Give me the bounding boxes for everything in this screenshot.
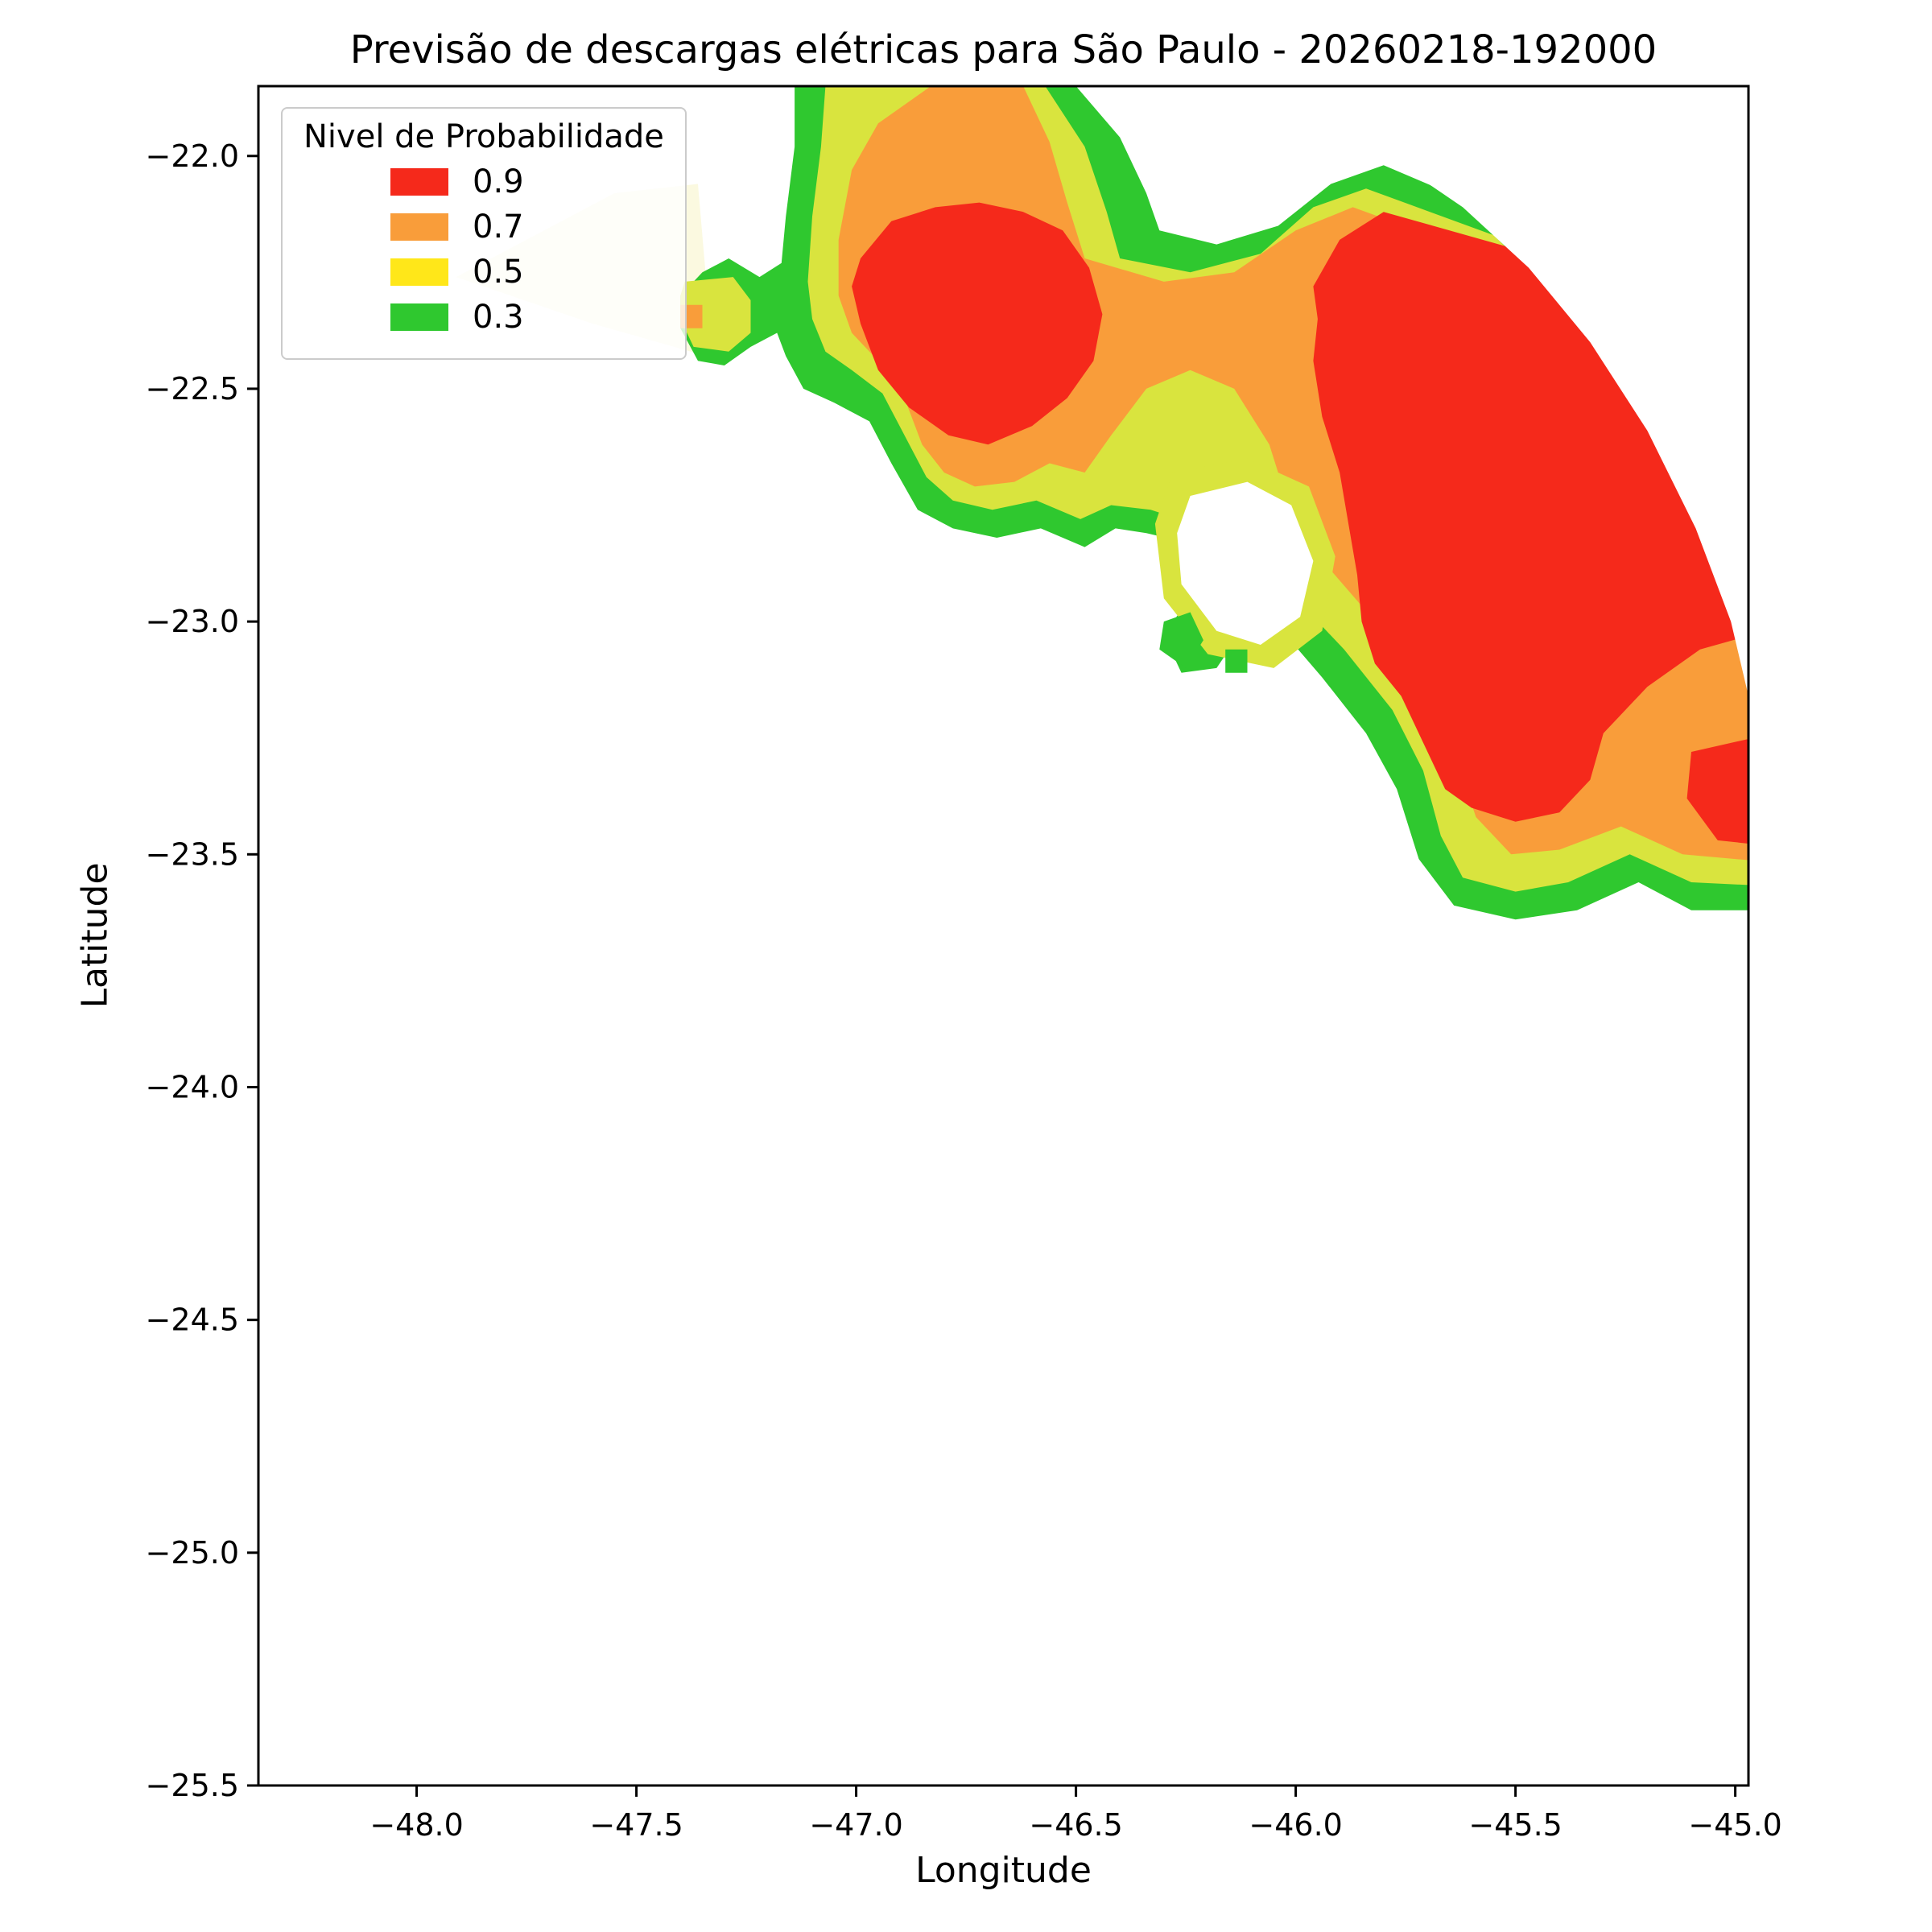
y-tick-label: −24.0 [146,1069,239,1104]
legend-entry-0.5: 0.5 [390,254,664,291]
x-tick-label: −46.5 [1029,1807,1122,1843]
legend-entry-0.9: 0.9 [390,163,664,200]
x-tick-label: −46.0 [1249,1807,1342,1843]
y-tick-label: −22.5 [146,371,239,407]
legend-swatch [390,303,448,331]
x-tick-label: −48.0 [369,1807,463,1843]
y-tick-label: −25.5 [146,1768,239,1803]
y-tick-label: −24.5 [146,1302,239,1338]
legend-title: Nivel de Probabilidade [303,118,664,155]
region-coverage-arc-mask [1387,86,1748,696]
region-yellow-west-blob-0.5 [680,277,751,352]
region-red-southeast-edge-0.9 [1686,738,1748,844]
y-tick-label: −22.0 [146,138,239,174]
legend-swatch [390,213,448,241]
x-tick-label: −47.5 [589,1807,683,1843]
chart-title: Previsão de descargas elétricas para São… [349,27,1657,72]
region-red-west-core-0.9 [852,202,1103,445]
legend: Nivel de Probabilidade 0.9 0.7 0.5 0.3 [281,107,687,360]
y-tick-label: −25.0 [146,1535,239,1571]
region-green-speck-south-of-hole [1225,649,1248,673]
region-green-accent-sw-of-hole [1159,612,1203,668]
legend-label: 0.7 [473,208,524,246]
legend-entry-0.3: 0.3 [390,299,664,336]
x-tick-label: −47.0 [809,1807,902,1843]
legend-entry-0.7: 0.7 [390,208,664,246]
plot-frame [257,85,1750,1787]
legend-swatch [390,258,448,286]
x-axis-label: Longitude [915,1850,1092,1891]
x-tick-label: −45.0 [1688,1807,1781,1843]
legend-label: 0.5 [473,254,524,291]
x-tick-label: −45.5 [1468,1807,1562,1843]
legend-swatch [390,168,448,196]
contour-layers [456,86,1748,920]
y-axis-label: Latitude [74,862,116,1009]
y-tick-label: −23.0 [146,604,239,639]
region-red-east-core-0.9 [1313,212,1748,822]
legend-label: 0.3 [473,299,524,336]
y-tick-label: −23.5 [146,836,239,872]
legend-label: 0.9 [473,163,524,200]
legend-rows: 0.9 0.7 0.5 0.3 [303,163,664,336]
region-hole-white-gap [1177,481,1314,645]
